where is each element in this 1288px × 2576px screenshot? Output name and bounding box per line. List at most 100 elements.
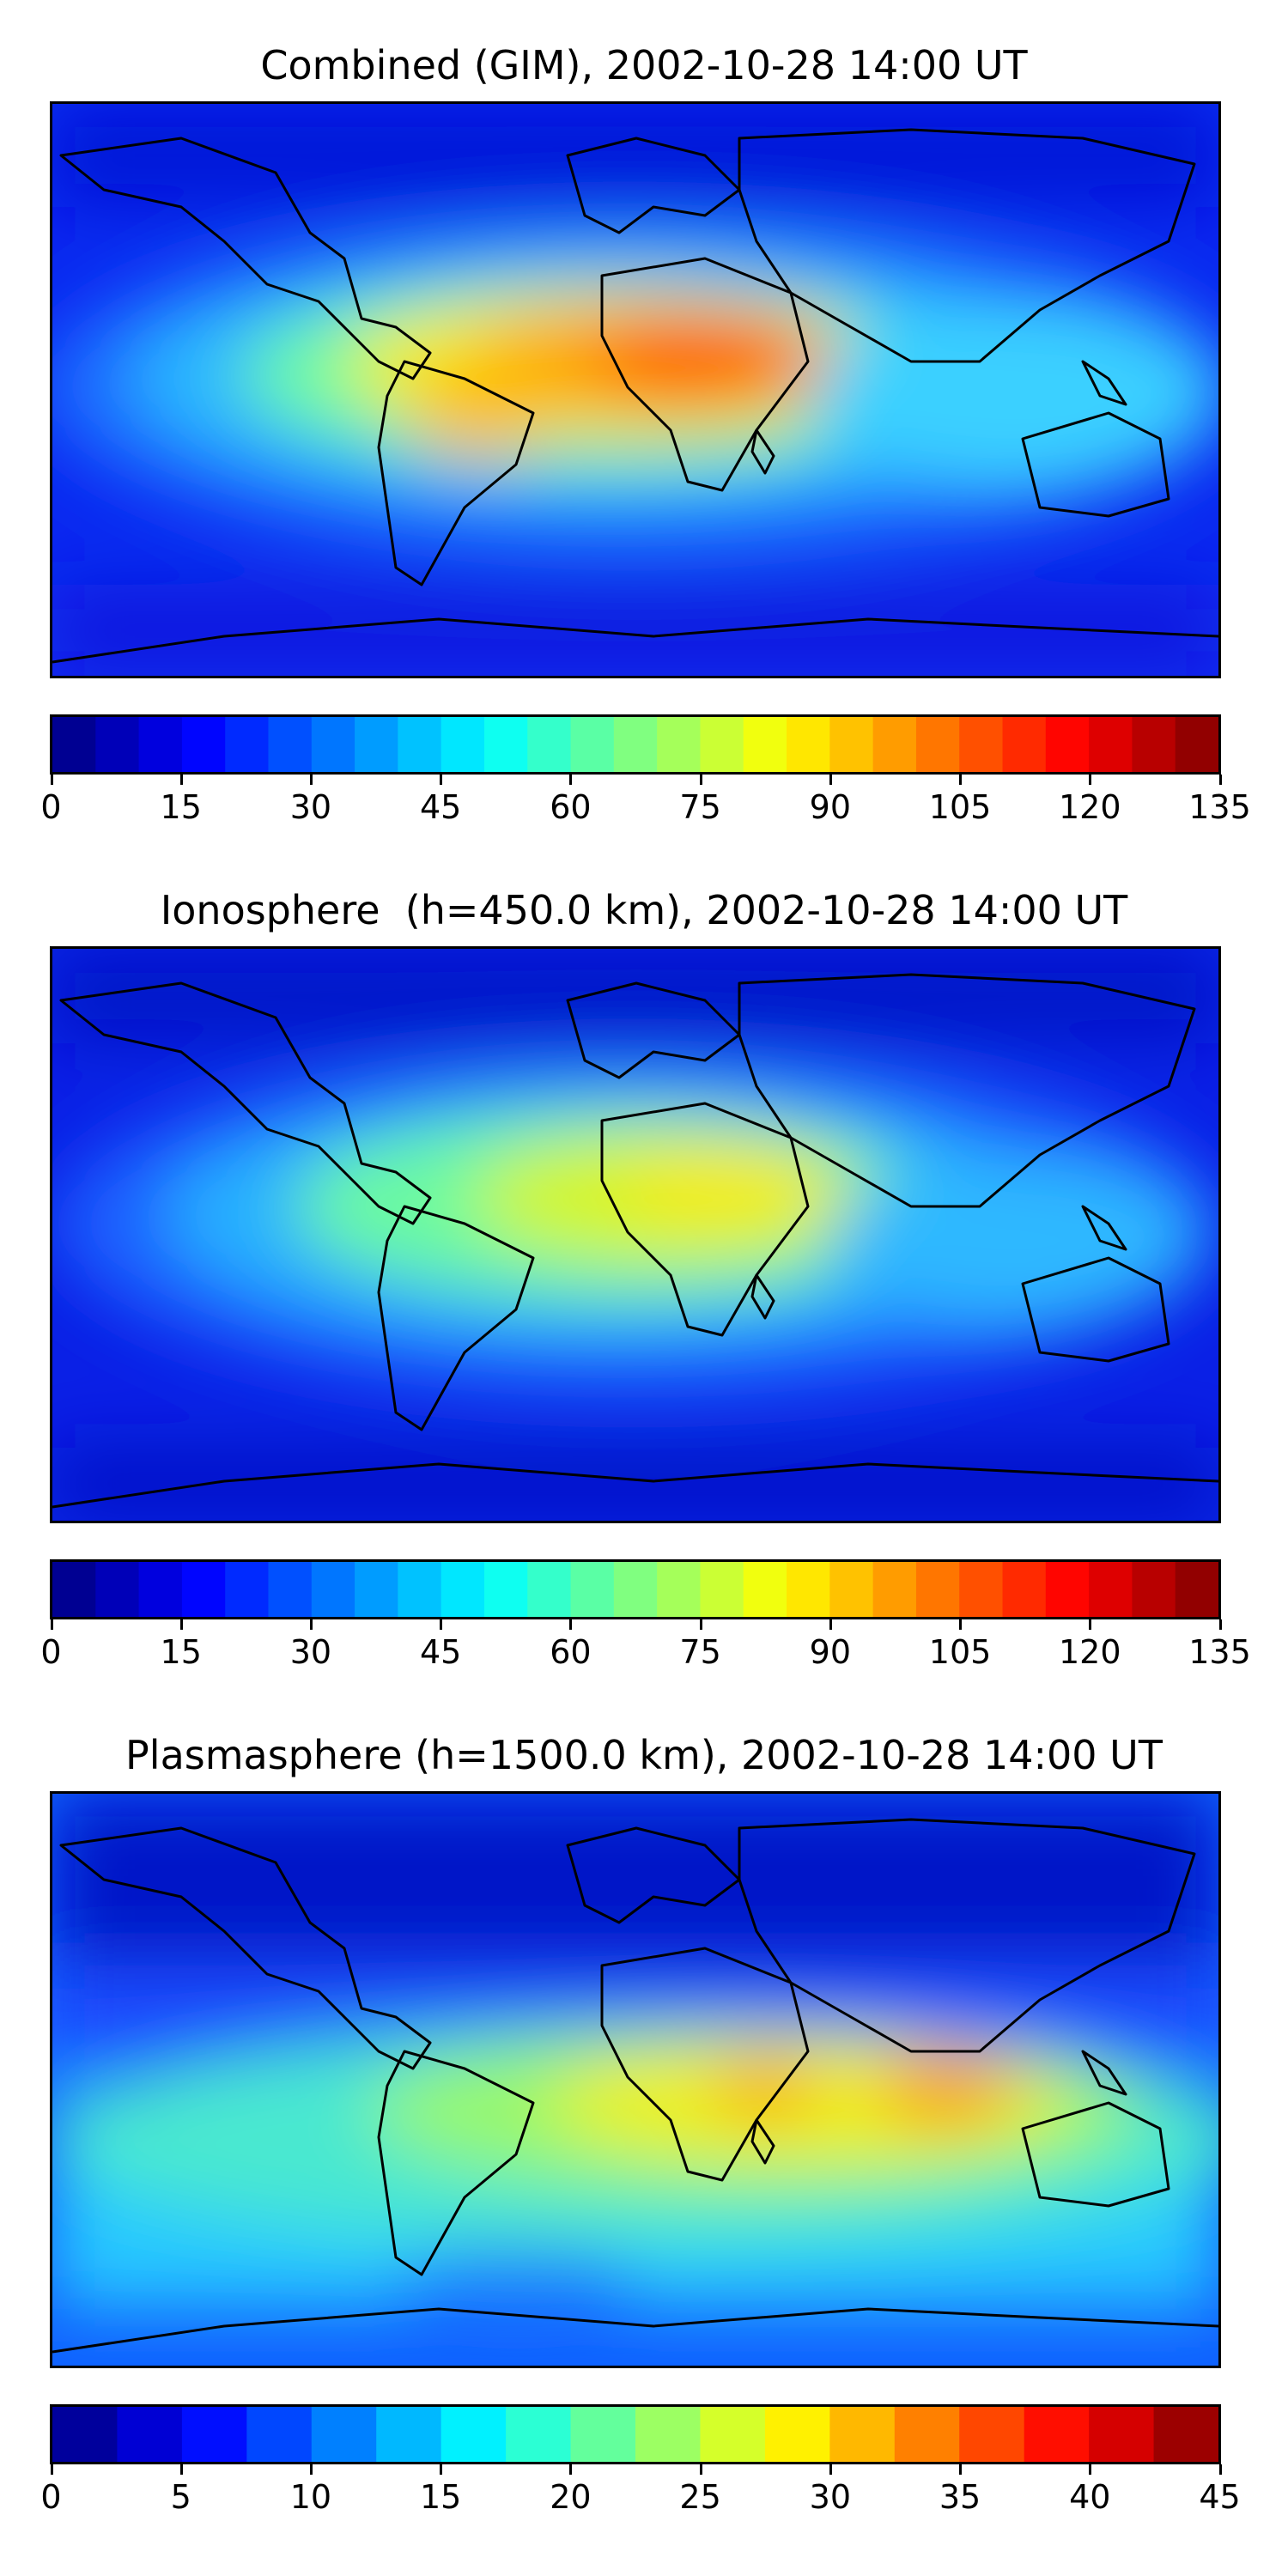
colorbar-level <box>1002 1562 1047 1617</box>
colorbar-tick-label: 15 <box>160 788 202 826</box>
colorbar-level <box>138 717 183 772</box>
colorbar-level <box>483 1562 528 1617</box>
colorbar-level <box>246 2407 313 2462</box>
colorbar-tick <box>959 775 963 785</box>
colorbar-tick-label: 30 <box>809 2478 852 2516</box>
colorbar-level <box>52 1562 96 1617</box>
colorbar-level <box>440 717 485 772</box>
colorbar-level <box>700 1562 744 1617</box>
colorbar-tick-label: 5 <box>170 2478 191 2516</box>
colorbar-level <box>829 2407 896 2462</box>
colorbar-tick-label: 90 <box>809 1633 852 1671</box>
colorbar-level <box>483 717 528 772</box>
colorbar-level <box>635 2407 702 2462</box>
colorbar-tick-label: 25 <box>679 2478 721 2516</box>
colorbar-level <box>1132 1562 1176 1617</box>
colorbar-tick-label: 120 <box>1059 1633 1121 1671</box>
map-svg <box>52 104 1218 676</box>
colorbar-tick <box>1089 775 1092 785</box>
colorbar-level <box>1045 717 1090 772</box>
colorbar-tick <box>179 775 183 785</box>
colorbar-tick <box>699 1619 702 1630</box>
map-svg <box>52 949 1218 1521</box>
colorbar-tick-label: 15 <box>160 1633 202 1671</box>
colorbar-level <box>225 1562 270 1617</box>
colorbar-tick <box>179 2464 183 2475</box>
colorbar-tick-label: 120 <box>1059 788 1121 826</box>
colorbar-level <box>1132 717 1176 772</box>
colorbar-level <box>398 1562 442 1617</box>
tec-map <box>50 946 1221 1523</box>
colorbar-level <box>95 717 140 772</box>
colorbar-tick <box>829 1619 832 1630</box>
colorbar-tick <box>1218 1619 1222 1630</box>
colorbar-level <box>1089 717 1133 772</box>
colorbar-level <box>225 717 270 772</box>
colorbar-level <box>1153 2407 1218 2462</box>
colorbar-level <box>1089 1562 1133 1617</box>
colorbar-tick-label: 90 <box>809 788 852 826</box>
colorbar-level <box>355 717 398 772</box>
colorbar-level <box>700 717 744 772</box>
colorbar-level <box>95 1562 140 1617</box>
colorbar-svg <box>52 717 1218 772</box>
colorbar-level <box>570 1562 615 1617</box>
colorbar-level <box>915 717 960 772</box>
colorbar <box>50 714 1221 775</box>
colorbar-tick-label: 75 <box>679 788 721 826</box>
colorbar-tick <box>440 775 443 785</box>
colorbar-level <box>959 717 1004 772</box>
colorbar-tick <box>50 1619 53 1630</box>
colorbar-level <box>657 1562 702 1617</box>
colorbar-level <box>915 1562 960 1617</box>
colorbar-ticks: 0 15 30 45 60 75 90 105 120 135 <box>40 1619 1251 1671</box>
colorbar-tick-label: 135 <box>1188 788 1251 826</box>
colorbar-level <box>700 2407 766 2462</box>
colorbar-tick-label: 105 <box>928 788 992 826</box>
colorbar-level <box>52 2407 118 2462</box>
colorbar-level <box>440 1562 485 1617</box>
colorbar-level <box>1175 1562 1218 1617</box>
colorbar-level <box>743 1562 787 1617</box>
panel-title: Combined (GIM), 2002-10-28 14:00 UT <box>260 42 1028 88</box>
colorbar-tick-label: 0 <box>40 788 62 826</box>
colorbar-level <box>138 1562 183 1617</box>
colorbar-tick <box>829 775 832 785</box>
colorbar-level <box>52 717 96 772</box>
panel-title: Ionosphere (h=450.0 km), 2002-10-28 14:0… <box>160 887 1128 933</box>
colorbar-tick <box>179 1619 183 1630</box>
tec-map <box>50 101 1221 678</box>
colorbar-tick <box>309 775 313 785</box>
colorbar-level <box>181 717 226 772</box>
colorbar-ticks: 0 15 30 45 60 75 90 105 120 135 <box>40 775 1251 826</box>
colorbar-level <box>959 2407 1025 2462</box>
colorbar-tick-label: 135 <box>1188 1633 1251 1671</box>
colorbar-level <box>1024 2407 1090 2462</box>
colorbar-tick <box>959 2464 963 2475</box>
colorbar-svg <box>52 2407 1218 2462</box>
colorbar-tick <box>569 2464 573 2475</box>
colorbar-level <box>743 717 787 772</box>
colorbar-tick <box>1089 1619 1092 1630</box>
colorbar-tick <box>959 1619 963 1630</box>
colorbar-ticks: 0 5 10 15 20 25 30 35 40 45 <box>40 2464 1241 2516</box>
colorbar-level <box>181 1562 226 1617</box>
colorbar-tick <box>829 2464 832 2475</box>
colorbar-level <box>570 717 615 772</box>
colorbar-level <box>1175 717 1218 772</box>
colorbar-tick-label: 20 <box>550 2478 592 2516</box>
colorbar-tick <box>699 2464 702 2475</box>
colorbar-tick <box>1218 2464 1222 2475</box>
colorbar-tick-label: 60 <box>550 1633 592 1671</box>
colorbar-level <box>787 1562 830 1617</box>
colorbar-tick <box>50 2464 53 2475</box>
colorbar <box>50 2404 1221 2464</box>
colorbar-level <box>311 1562 355 1617</box>
colorbar <box>50 1559 1221 1619</box>
colorbar-level <box>398 717 442 772</box>
panel-title: Plasmasphere (h=1500.0 km), 2002-10-28 1… <box>125 1732 1163 1778</box>
colorbar-level <box>613 717 658 772</box>
colorbar-level <box>613 1562 658 1617</box>
colorbar-tick-label: 45 <box>1199 2478 1241 2516</box>
colorbar-level <box>268 717 313 772</box>
